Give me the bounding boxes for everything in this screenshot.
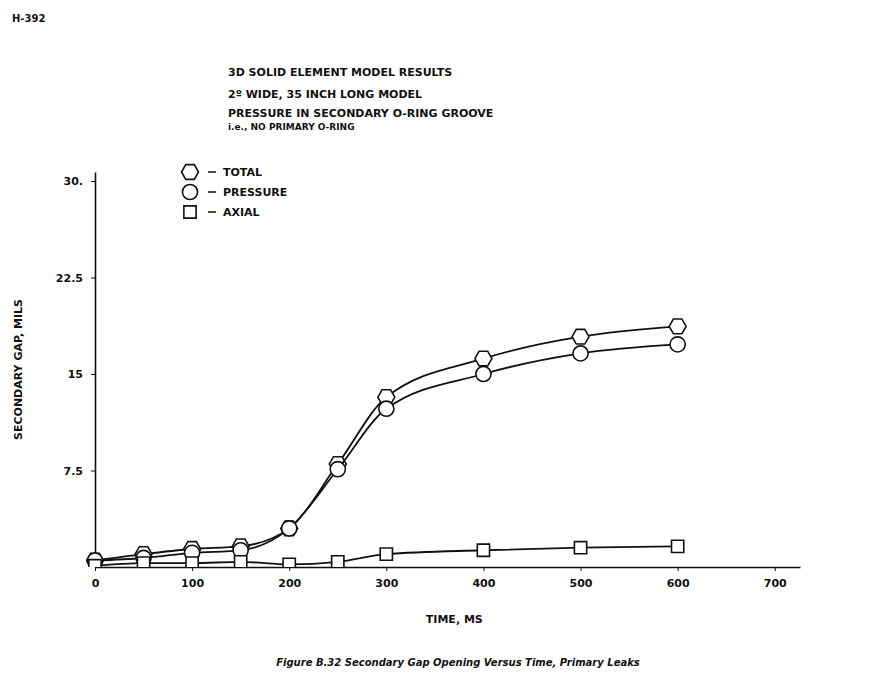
- tick-mark: [192, 567, 193, 571]
- legend-label: PRESSURE: [223, 186, 287, 199]
- marker: [379, 401, 394, 416]
- tick-mark: [91, 181, 95, 182]
- x-axis-title: TIME, MS: [426, 613, 483, 626]
- tick-mark: [91, 278, 95, 279]
- marker: [186, 557, 198, 567]
- tick: 400: [472, 567, 495, 590]
- tick-label: 600: [667, 577, 690, 590]
- legend: TOTAL PRESSURE AXIAL: [182, 165, 288, 219]
- tick-label: 30.: [64, 175, 84, 188]
- marker: [235, 556, 247, 567]
- chart-svg: H-392 3D SOLID ELEMENT MODEL RESULTS 2º WI…: [0, 0, 878, 679]
- marker: [332, 556, 344, 567]
- marker: [282, 521, 297, 536]
- tick-label: 500: [570, 577, 593, 590]
- marker: [475, 351, 492, 366]
- legend-symbol: [182, 184, 197, 199]
- legend-label: AXIAL: [223, 206, 260, 219]
- axis-line: [96, 567, 801, 569]
- tick-label: 400: [472, 577, 495, 590]
- tick-label: 22.5: [56, 272, 83, 285]
- tick-mark: [775, 567, 776, 571]
- tick: 300: [375, 567, 398, 590]
- chart-subtitle: 2º WIDE, 35 INCH LONG MODEL: [228, 88, 422, 101]
- chart-title: 3D SOLID ELEMENT MODEL RESULTS: [228, 66, 452, 79]
- chart-subtitle: PRESSURE IN SECONDARY O-RING GROOVE: [228, 107, 493, 120]
- tick: 0: [92, 567, 100, 590]
- y-axis-title: SECONDARY GAP, MILS: [12, 299, 25, 440]
- tick: 7.5: [64, 465, 96, 478]
- marker: [89, 560, 101, 567]
- tick-mark: [581, 567, 582, 571]
- tick-label: 700: [764, 577, 787, 590]
- tick-label: 100: [181, 577, 204, 590]
- legend-dash: [208, 171, 216, 173]
- axis-line: [95, 173, 97, 568]
- marker: [574, 542, 586, 554]
- tick: 15: [68, 368, 95, 381]
- tick: 600: [667, 567, 690, 590]
- tick: 30.: [64, 175, 96, 188]
- tick-label: 7.5: [64, 465, 84, 478]
- tick-mark: [95, 567, 96, 571]
- tick-mark: [289, 567, 290, 571]
- marker: [672, 540, 684, 552]
- tick-label: 200: [278, 577, 301, 590]
- tick-mark: [678, 567, 679, 571]
- legend-label: TOTAL: [223, 166, 262, 179]
- tick-label: 300: [375, 577, 398, 590]
- series-line: [95, 344, 678, 560]
- tick-label: 0: [92, 577, 100, 590]
- marker: [380, 548, 392, 560]
- legend-item: PRESSURE: [182, 184, 287, 199]
- series-line: [95, 546, 678, 565]
- legend-dash: [208, 191, 216, 193]
- legend-item: TOTAL: [182, 165, 263, 180]
- series-axial: [89, 540, 684, 567]
- marker: [330, 462, 345, 477]
- marker: [572, 329, 589, 344]
- legend-item: AXIAL: [184, 206, 260, 219]
- legend-dash: [208, 211, 216, 213]
- series-pressure: [87, 337, 685, 567]
- marker: [281, 521, 298, 536]
- tick-mark: [386, 567, 387, 571]
- tick-mark: [91, 374, 95, 375]
- legend-symbol: [182, 165, 199, 180]
- tick: 500: [570, 567, 593, 590]
- marker: [477, 544, 489, 556]
- tick: 200: [278, 567, 301, 590]
- tick: 700: [764, 567, 787, 590]
- tick-mark: [91, 471, 95, 472]
- legend-symbol: [184, 206, 196, 218]
- tick: 100: [181, 567, 204, 590]
- marker: [573, 346, 588, 361]
- marker: [283, 558, 295, 567]
- marker: [137, 557, 149, 567]
- plot-area: 0 100 200 300 400 500 600 700 7.5 15 22.5 30.: [56, 173, 801, 590]
- tick-mark: [483, 567, 484, 571]
- y-axis: 7.5 15 22.5 30.: [56, 173, 96, 568]
- series-total: [87, 319, 687, 567]
- tick: 22.5: [56, 272, 95, 285]
- marker: [669, 319, 686, 334]
- tick-label: 15: [68, 368, 83, 381]
- annotation: H-392: [12, 13, 45, 24]
- chart-subtitle: i.e., NO PRIMARY O-RING: [228, 122, 355, 132]
- marker: [670, 337, 685, 352]
- marker: [476, 366, 491, 381]
- series-line: [95, 326, 678, 560]
- data-marks: [87, 319, 687, 567]
- caption: Figure B.32 Secondary Gap Opening Versus…: [276, 657, 640, 668]
- background: [0, 0, 878, 679]
- x-axis: 0 100 200 300 400 500 600 700: [92, 567, 801, 590]
